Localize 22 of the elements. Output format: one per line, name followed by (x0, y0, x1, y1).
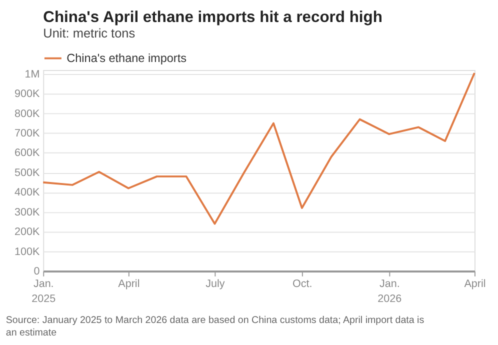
x-tick-label: Jan. 2025 (32, 278, 56, 305)
y-tick-label: 800K (14, 108, 41, 120)
y-tick-label: 100K (14, 246, 41, 258)
y-tick-label: 0 (34, 265, 40, 278)
x-tick-label: July (206, 278, 226, 290)
y-tick-label: 200K (14, 226, 41, 238)
y-tick-label: 500K (14, 166, 41, 179)
y-tick-label: 300K (14, 206, 41, 218)
y-tick-label: 600K (14, 147, 41, 160)
line-series (42, 72, 476, 225)
chart-subtitle: Unit: metric tons (43, 26, 136, 41)
x-tick-label: Oct. (292, 278, 312, 290)
source-note: Source: January 2025 to March 2026 data are based on China customs data; April import data is an estimate (6, 314, 424, 339)
y-tick-label: 700K (14, 128, 41, 140)
y-tick-label: 900K (14, 88, 41, 100)
x-tick-label: Jan. 2026 (378, 278, 402, 305)
y-tick-label: 1M (24, 68, 40, 80)
x-tick-label: April (464, 278, 486, 290)
legend-label: China's ethane imports (66, 52, 187, 66)
x-tick-label: April (118, 278, 140, 290)
y-tick-label: 400K (14, 186, 41, 199)
chart-title: China's April ethane imports hit a record high (43, 9, 382, 26)
